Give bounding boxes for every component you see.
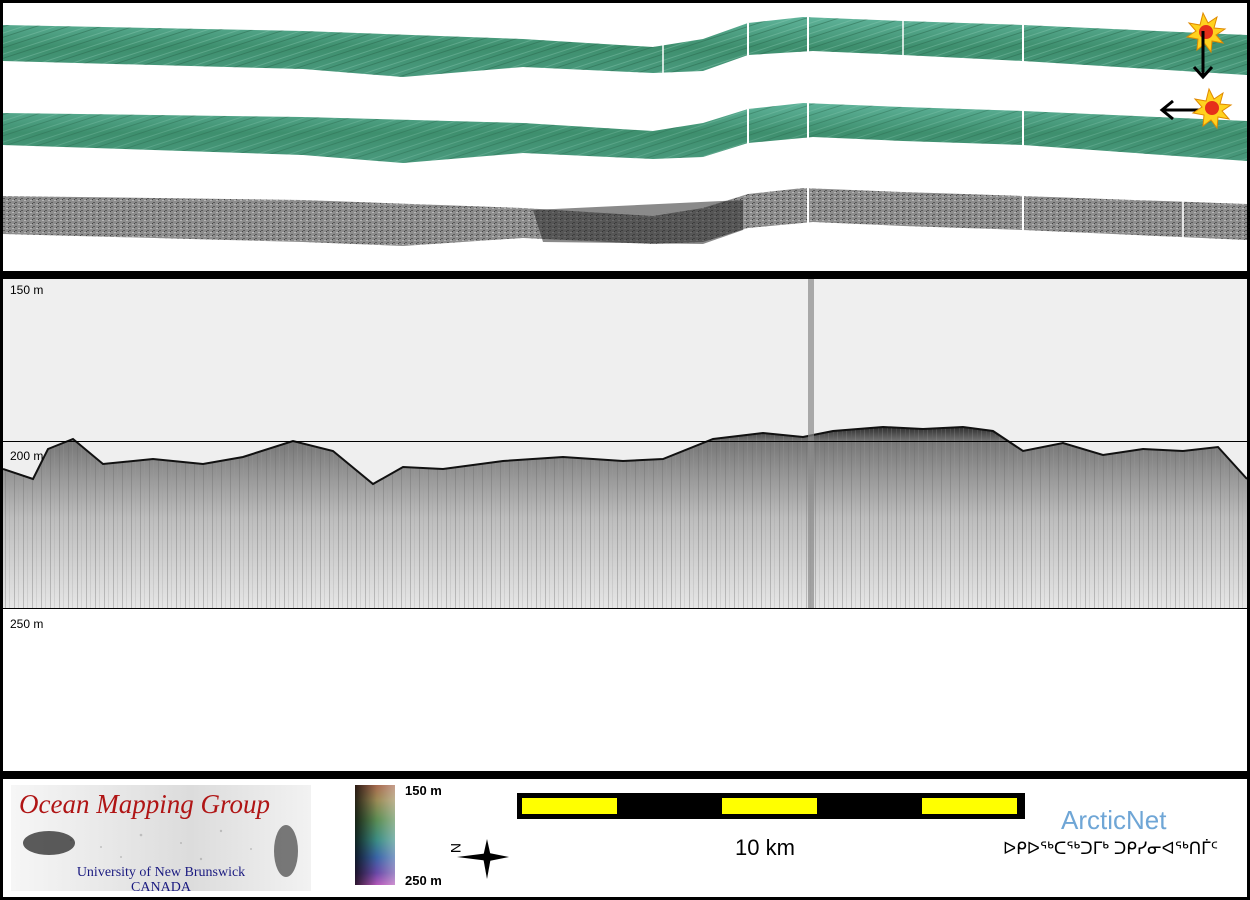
backscatter-strip xyxy=(3,186,1247,250)
depth-line-250 xyxy=(3,608,1247,609)
arcticnet-logo: ArcticNet xyxy=(1061,805,1167,835)
arcticnet-syllabics: ᐅᑭᐅᖅᑕᖅᑐᒥᒃ ᑐᑭᓯᓂᐊᖅᑎᒦᑦ xyxy=(1003,839,1219,858)
arrow-down-icon xyxy=(1192,31,1214,80)
depth-line-200 xyxy=(3,441,1247,442)
survey-vessel-icon xyxy=(23,831,75,855)
swath-mosaic-panel xyxy=(3,3,1247,271)
ocean-mapping-group-logo: Ocean Mapping Group University of New Br… xyxy=(11,785,311,891)
depth-label-150: 150 m xyxy=(10,283,44,297)
logo-title: Ocean Mapping Group xyxy=(19,789,270,819)
logo-university: University of New Brunswick xyxy=(76,865,246,880)
echogram xyxy=(3,279,1247,609)
north-arrow-icon: N xyxy=(449,839,509,879)
survey-platform-icon xyxy=(274,825,298,877)
depth-label-250: 250 m xyxy=(10,617,44,631)
depth-colorbar xyxy=(355,785,395,885)
bathymetry-strip-north-illumination xyxy=(3,11,1247,79)
sub-bottom-profile-panel: 150 m 200 m 250 m xyxy=(3,279,1247,771)
bathymetry-strip-west-illumination xyxy=(3,99,1247,167)
scale-bar xyxy=(517,793,1025,819)
sun-icon xyxy=(1191,87,1233,130)
compass-letter: N xyxy=(449,843,464,853)
scale-bar-label: 10 km xyxy=(735,835,795,860)
sun-north-indicator xyxy=(1181,11,1241,83)
colorbar-top-label: 150 m xyxy=(405,783,442,798)
scale-segment xyxy=(722,798,817,814)
depth-label-200: 200 m xyxy=(10,449,44,463)
logo-country: CANADA xyxy=(131,880,191,892)
footer-panel: Ocean Mapping Group University of New Br… xyxy=(3,779,1247,897)
colorbar-bottom-label: 250 m xyxy=(405,873,442,888)
sun-icon xyxy=(1185,11,1227,54)
scale-segment xyxy=(922,798,1017,814)
scale-segment xyxy=(522,798,617,814)
sun-west-indicator xyxy=(1153,85,1243,135)
